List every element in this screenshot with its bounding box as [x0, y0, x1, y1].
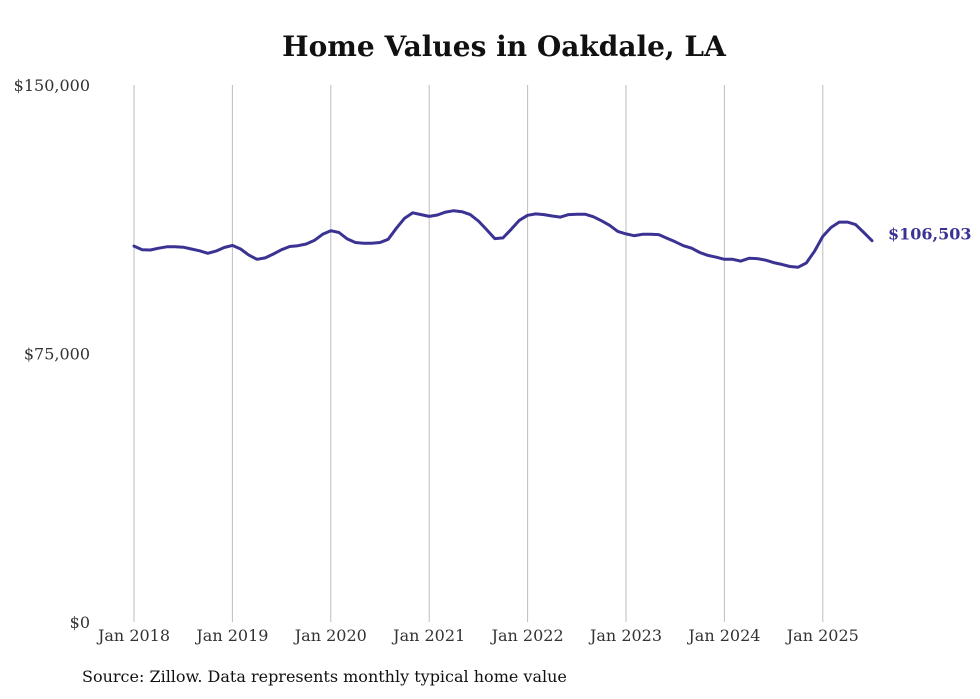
x-tick-label: Jan 2024: [686, 626, 760, 645]
x-tick-label: Jan 2021: [391, 626, 465, 645]
x-tick-label: Jan 2025: [785, 626, 859, 645]
source-note: Source: Zillow. Data represents monthly …: [82, 667, 567, 686]
y-tick-label: $0: [70, 613, 90, 632]
x-tick-label: Jan 2023: [588, 626, 662, 645]
y-tick-label: $75,000: [24, 345, 90, 364]
chart-title: Home Values in Oakdale, LA: [282, 30, 726, 63]
end-value-label: $106,503: [888, 225, 972, 244]
x-axis-ticks: Jan 2018 Jan 2019 Jan 2020 Jan 2021 Jan 2022…: [96, 626, 859, 645]
y-axis-ticks: $0 $75,000 $150,000: [14, 76, 90, 632]
grid-lines: [133, 85, 824, 622]
series-layer: [132, 209, 874, 269]
y-tick-label: $150,000: [14, 76, 90, 95]
x-tick-label: Jan 2019: [194, 626, 268, 645]
x-tick-label: Jan 2018: [96, 626, 170, 645]
series-line: [132, 209, 874, 269]
x-tick-label: Jan 2020: [293, 626, 367, 645]
label-layer: $106,503: [888, 225, 972, 244]
x-tick-label: Jan 2022: [490, 626, 564, 645]
